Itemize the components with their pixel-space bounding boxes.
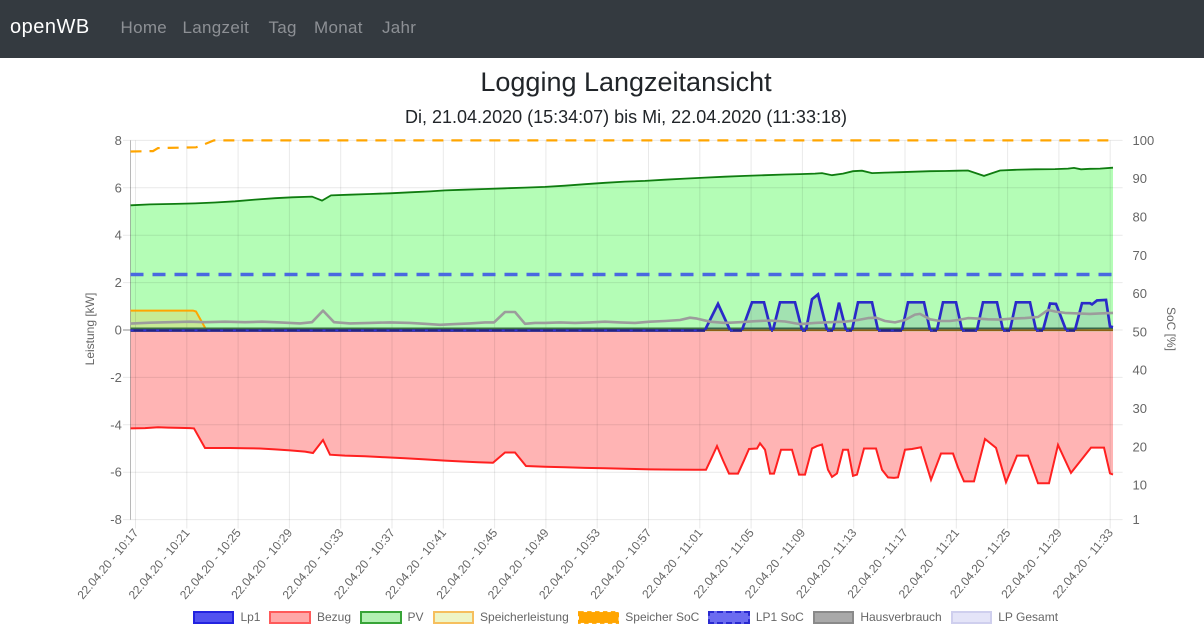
svg-text:30: 30 bbox=[1133, 401, 1147, 416]
svg-text:2: 2 bbox=[115, 275, 122, 290]
svg-text:80: 80 bbox=[1133, 210, 1147, 225]
svg-text:0: 0 bbox=[115, 323, 122, 338]
svg-text:90: 90 bbox=[1133, 171, 1147, 186]
svg-text:-6: -6 bbox=[110, 465, 122, 480]
svg-text:Leistung [kW]: Leistung [kW] bbox=[83, 293, 97, 366]
svg-text:100: 100 bbox=[1133, 133, 1155, 148]
svg-text:-8: -8 bbox=[110, 512, 122, 527]
svg-text:-4: -4 bbox=[110, 417, 122, 432]
svg-text:1: 1 bbox=[1133, 512, 1140, 527]
svg-text:50: 50 bbox=[1133, 324, 1147, 339]
svg-text:40: 40 bbox=[1133, 363, 1147, 378]
svg-text:8: 8 bbox=[115, 133, 122, 148]
svg-text:70: 70 bbox=[1133, 248, 1147, 263]
svg-text:6: 6 bbox=[115, 180, 122, 195]
svg-text:10: 10 bbox=[1133, 478, 1147, 493]
svg-text:SoC [%]: SoC [%] bbox=[1164, 307, 1178, 351]
svg-text:-2: -2 bbox=[110, 370, 122, 385]
svg-text:4: 4 bbox=[115, 228, 122, 243]
svg-text:60: 60 bbox=[1133, 286, 1147, 301]
svg-text:20: 20 bbox=[1133, 439, 1147, 454]
